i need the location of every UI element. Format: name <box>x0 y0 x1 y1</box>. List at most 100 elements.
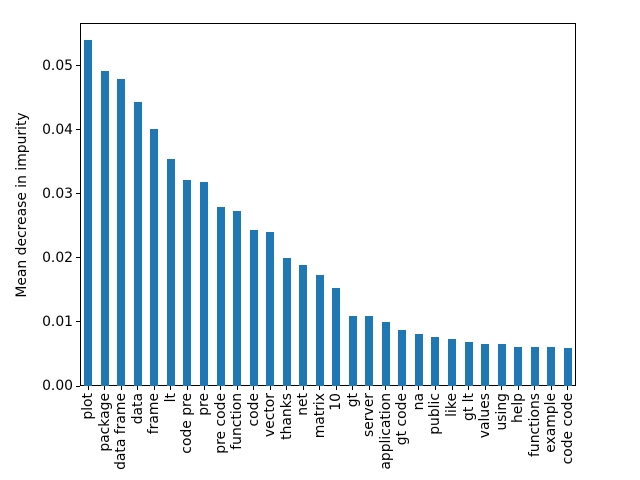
x-tick-mark <box>253 386 255 390</box>
bar <box>448 338 456 386</box>
y-tick-mark <box>76 65 80 67</box>
x-tick-label: code pre <box>179 393 196 454</box>
x-tick-label: function <box>229 393 246 450</box>
x-tick-mark <box>87 386 89 390</box>
x-tick-mark <box>220 386 222 390</box>
x-tick-label: gt <box>344 393 361 408</box>
y-tick-mark <box>76 129 80 131</box>
x-tick-mark <box>269 386 271 390</box>
x-tick-label: 10 <box>328 393 345 411</box>
bar <box>381 321 390 386</box>
bar <box>398 329 407 386</box>
bar <box>249 230 258 386</box>
x-tick-label: server <box>361 393 378 437</box>
x-tick-label: using <box>493 393 510 431</box>
x-tick-mark <box>170 386 172 390</box>
x-tick-mark <box>434 386 436 390</box>
bar <box>216 207 225 386</box>
bar <box>166 159 175 386</box>
x-tick-label: gt code <box>394 393 411 446</box>
x-tick-label: application <box>377 393 394 470</box>
x-tick-mark <box>484 386 486 390</box>
x-tick-label: like <box>444 393 460 417</box>
x-tick-mark <box>120 386 122 390</box>
y-tick-label: 0.03 <box>42 185 73 202</box>
x-tick-label: example <box>543 393 560 453</box>
bar <box>233 211 242 386</box>
y-tick-label: 0.04 <box>42 121 73 138</box>
x-tick-label: public <box>427 393 444 435</box>
x-tick-label: code code <box>559 393 576 465</box>
bar <box>133 102 142 386</box>
y-axis-label: Mean decrease in impurity <box>14 111 30 298</box>
y-tick-label: 0.02 <box>42 249 73 266</box>
x-tick-label: thanks <box>278 393 295 440</box>
x-tick-label: help <box>510 393 527 424</box>
x-tick-mark <box>401 386 403 390</box>
x-tick-label: frame <box>146 393 163 435</box>
bar <box>563 348 572 386</box>
y-tick-label: 0.05 <box>42 57 73 74</box>
bar <box>117 78 126 386</box>
x-tick-mark <box>418 386 420 390</box>
x-tick-label: na <box>410 393 427 411</box>
bar <box>282 257 291 386</box>
x-tick-mark <box>286 386 288 390</box>
bar <box>481 344 490 386</box>
bar <box>266 231 275 386</box>
y-tick-mark <box>76 385 80 387</box>
x-tick-mark <box>203 386 205 390</box>
bar <box>530 346 539 386</box>
bar <box>183 179 192 386</box>
x-tick-mark <box>550 386 552 390</box>
x-tick-mark <box>319 386 321 390</box>
x-tick-mark <box>153 386 155 390</box>
bar <box>348 315 357 386</box>
x-tick-label: functions <box>526 393 543 457</box>
y-tick-mark <box>76 193 80 195</box>
x-tick-label: data frame <box>113 393 130 470</box>
x-tick-mark <box>302 386 304 390</box>
x-tick-label: pre code <box>212 393 229 454</box>
x-tick-mark <box>186 386 188 390</box>
bar <box>84 40 93 386</box>
y-tick-label: 0.01 <box>42 313 73 330</box>
x-tick-mark <box>368 386 370 390</box>
x-tick-mark <box>567 386 569 390</box>
bar <box>332 288 341 386</box>
x-tick-mark <box>517 386 519 390</box>
x-tick-label: data <box>129 393 146 425</box>
x-tick-label: net <box>295 393 312 416</box>
x-tick-mark <box>534 386 536 390</box>
y-tick-mark <box>76 321 80 323</box>
x-tick-mark <box>468 386 470 390</box>
plot-area <box>80 23 576 386</box>
x-tick-mark <box>104 386 106 390</box>
bar <box>414 334 423 386</box>
y-tick-label: 0.00 <box>42 378 73 394</box>
x-tick-mark <box>385 386 387 390</box>
x-tick-label: package <box>96 393 113 452</box>
x-tick-mark <box>137 386 139 390</box>
bar <box>315 274 324 386</box>
bar <box>100 71 109 386</box>
bar <box>365 316 374 386</box>
x-tick-mark <box>501 386 503 390</box>
x-tick-label: vector <box>262 393 279 438</box>
x-tick-label: code <box>245 393 262 427</box>
bar <box>464 342 473 386</box>
x-tick-mark <box>236 386 238 390</box>
bar <box>200 181 208 386</box>
bar <box>431 337 440 386</box>
bar <box>299 265 308 386</box>
x-tick-mark <box>451 386 453 390</box>
x-tick-label: gt lt <box>460 393 477 421</box>
bar <box>497 344 506 386</box>
x-tick-mark <box>335 386 337 390</box>
x-tick-label: values <box>477 393 494 439</box>
x-tick-label: pre <box>196 393 212 416</box>
bar <box>150 128 159 386</box>
bar <box>547 346 556 386</box>
x-tick-label: plot <box>80 393 97 420</box>
x-tick-label: matrix <box>311 393 328 439</box>
